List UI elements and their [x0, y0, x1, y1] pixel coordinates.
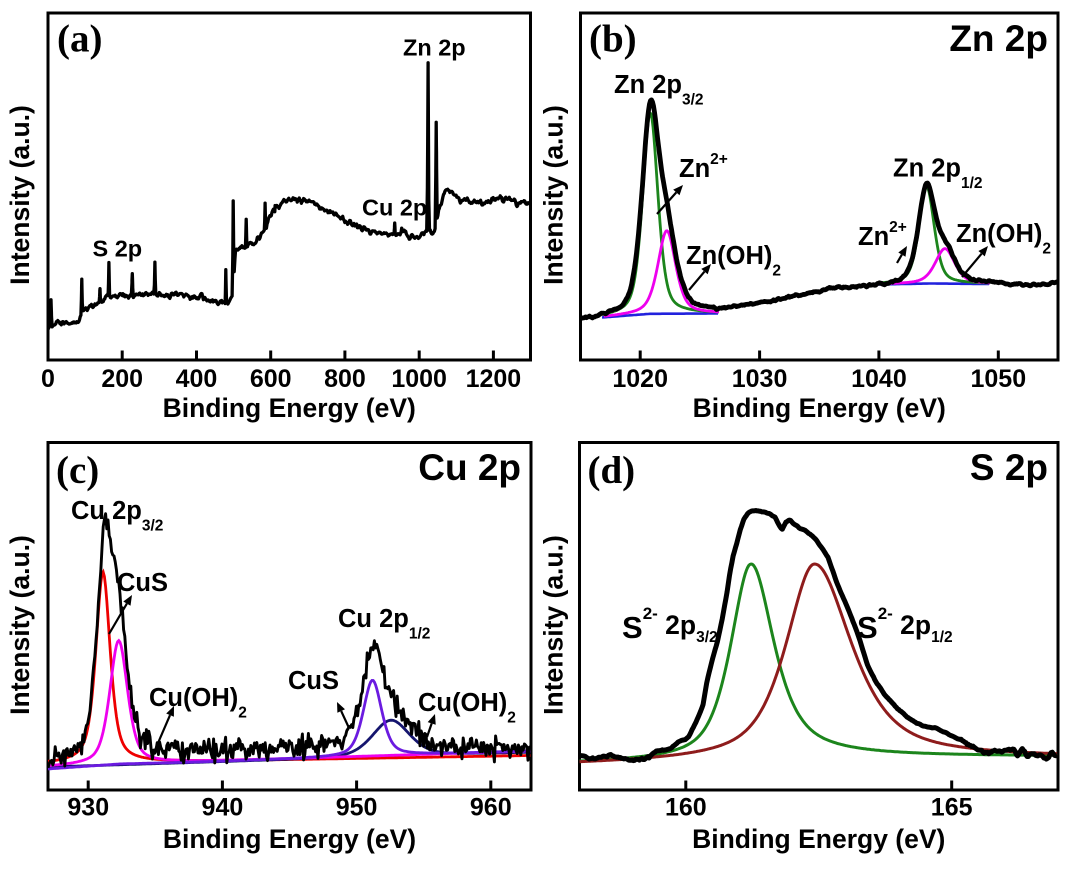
svg-text:1000: 1000 — [391, 365, 447, 393]
svg-text:Zn 2p: Zn 2p — [949, 18, 1048, 59]
svg-text:Zn 2p: Zn 2p — [403, 35, 466, 61]
svg-text:Zn(OH)2: Zn(OH)2 — [686, 242, 781, 280]
svg-text:Zn 2p1/2: Zn 2p1/2 — [893, 155, 983, 193]
svg-text:S 2p: S 2p — [93, 236, 143, 262]
svg-text:Cu(OH)2: Cu(OH)2 — [149, 684, 247, 722]
svg-text:CuS: CuS — [117, 569, 168, 597]
svg-text:(c): (c) — [56, 449, 99, 492]
svg-text:Intensity (a.u.): Intensity (a.u.) — [5, 105, 35, 285]
svg-text:0: 0 — [41, 365, 55, 393]
svg-text:Cu(OH)2: Cu(OH)2 — [418, 689, 516, 727]
svg-text:S 2p: S 2p — [970, 447, 1048, 488]
svg-text:Intensity (a.u.): Intensity (a.u.) — [539, 105, 569, 285]
svg-text:400: 400 — [176, 365, 218, 393]
svg-text:960: 960 — [470, 794, 512, 822]
svg-text:Zn2+: Zn2+ — [858, 219, 907, 251]
svg-text:1050: 1050 — [971, 365, 1027, 393]
svg-text:930: 930 — [67, 794, 109, 822]
svg-text:Binding Energy (eV): Binding Energy (eV) — [163, 824, 416, 854]
svg-text:Binding Energy (eV): Binding Energy (eV) — [692, 824, 945, 854]
svg-text:Zn(OH)2: Zn(OH)2 — [956, 220, 1051, 258]
svg-text:Intensity (a.u.): Intensity (a.u.) — [539, 535, 569, 715]
svg-text:(d): (d) — [588, 449, 636, 492]
svg-text:800: 800 — [324, 365, 366, 393]
svg-text:Cu 2p: Cu 2p — [418, 447, 521, 488]
svg-text:Cu 2p1/2: Cu 2p1/2 — [338, 605, 430, 643]
svg-text:1020: 1020 — [612, 365, 668, 393]
svg-text:Intensity (a.u.): Intensity (a.u.) — [5, 535, 35, 715]
svg-text:1040: 1040 — [851, 365, 907, 393]
svg-text:1030: 1030 — [732, 365, 788, 393]
svg-text:Cu 2p3/2: Cu 2p3/2 — [71, 497, 163, 535]
svg-text:940: 940 — [202, 794, 244, 822]
svg-text:600: 600 — [250, 365, 292, 393]
svg-text:950: 950 — [336, 794, 378, 822]
svg-text:(b): (b) — [589, 18, 637, 61]
svg-text:(a): (a) — [57, 18, 102, 61]
svg-text:1200: 1200 — [466, 365, 522, 393]
svg-text:Zn2+: Zn2+ — [679, 151, 728, 183]
svg-text:Binding Energy (eV): Binding Energy (eV) — [693, 393, 946, 423]
svg-text:S2- 2p3/2: S2- 2p3/2 — [622, 604, 718, 646]
svg-text:165: 165 — [931, 794, 973, 822]
svg-text:200: 200 — [101, 365, 143, 393]
svg-text:160: 160 — [665, 794, 707, 822]
svg-text:Cu 2p: Cu 2p — [362, 195, 427, 221]
svg-text:Binding Energy (eV): Binding Energy (eV) — [163, 393, 416, 423]
svg-text:Zn 2p3/2: Zn 2p3/2 — [614, 71, 704, 109]
svg-text:CuS: CuS — [288, 667, 339, 695]
